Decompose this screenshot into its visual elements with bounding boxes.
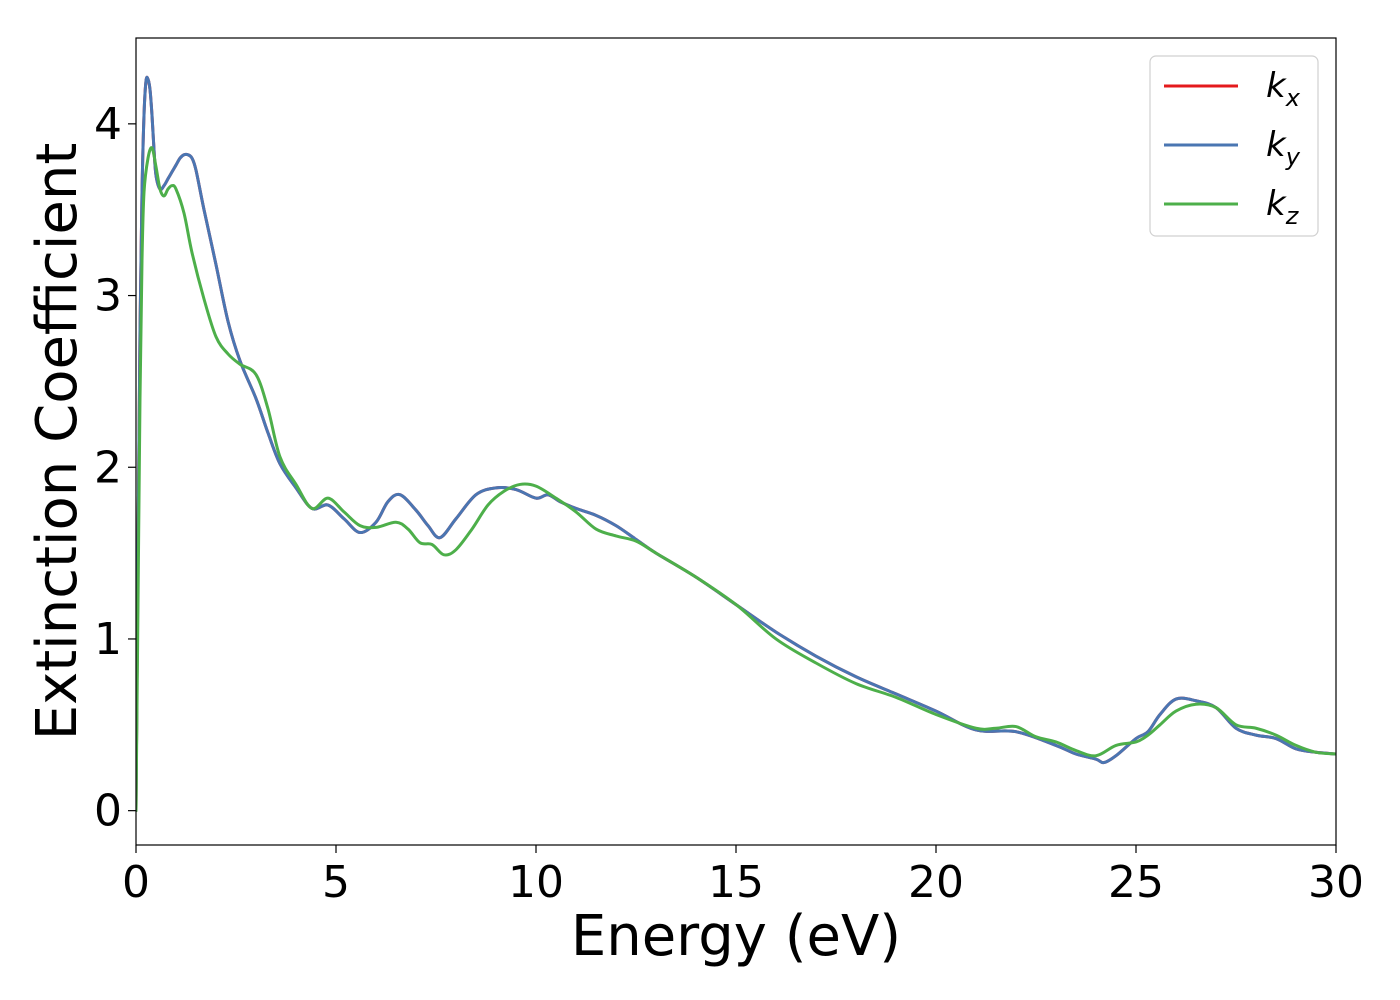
x-tick-label: 20 <box>908 857 964 908</box>
series-layer <box>136 75 1336 813</box>
x-axis-label: Energy (eV) <box>571 904 901 969</box>
y-tick-label: 2 <box>94 442 122 493</box>
series-line-z <box>136 146 1336 813</box>
y-tick-label: 0 <box>94 786 122 837</box>
x-tick-label: 25 <box>1108 857 1164 908</box>
x-tick-label: 10 <box>508 857 564 908</box>
legend: kx ky kz <box>1149 55 1319 237</box>
legend-label-z: kz <box>1266 184 1300 230</box>
y-axis-ticks: 0 1 2 3 4 <box>94 99 136 837</box>
legend-label-x: kx <box>1266 66 1301 112</box>
x-tick-label: 0 <box>122 857 150 908</box>
y-tick-label: 1 <box>94 614 122 665</box>
x-tick-label: 15 <box>708 857 764 908</box>
y-tick-label: 3 <box>94 271 122 322</box>
x-tick-label: 30 <box>1308 857 1364 908</box>
x-tick-label: 5 <box>322 857 350 908</box>
x-axis-ticks: 0 5 10 15 20 25 30 <box>122 845 1364 908</box>
legend-label-y: ky <box>1266 125 1301 171</box>
y-tick-label: 4 <box>94 99 122 150</box>
y-axis-label: Extinction Coefficient <box>25 143 90 741</box>
